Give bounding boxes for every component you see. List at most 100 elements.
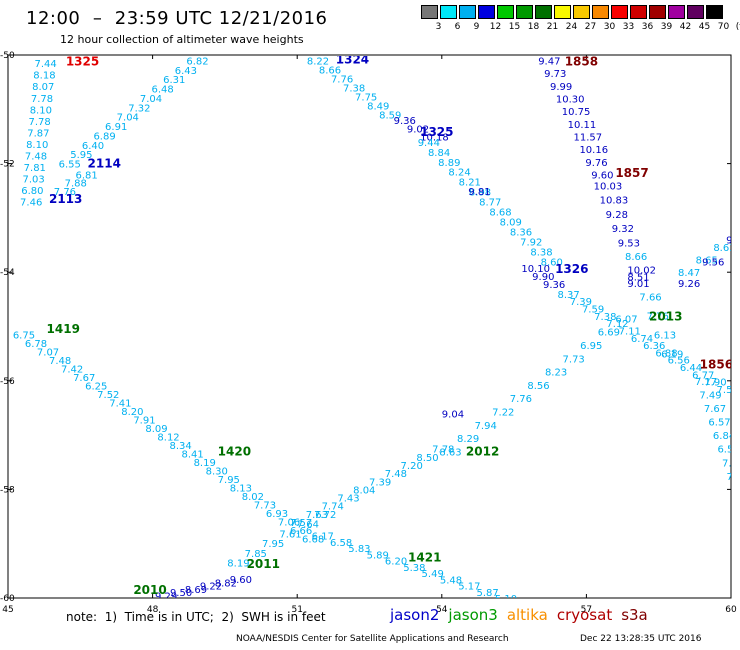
- legend-swatch: [706, 5, 723, 19]
- lon-label: 60: [725, 605, 737, 615]
- swh-value: 8.69: [185, 585, 207, 596]
- swh-value: 6.81: [75, 170, 97, 181]
- swh-value: 9.02: [407, 124, 429, 135]
- track-layer: 7.448.188.077.788.107.787.878.107.487.81…: [13, 56, 739, 602]
- swh-value: 7.76: [647, 312, 669, 323]
- legend-label: (ft): [735, 22, 740, 32]
- swh-value: 6.17: [312, 532, 334, 543]
- swh-value: 7.81: [24, 163, 46, 174]
- swh-value: 8.49: [367, 102, 389, 113]
- swh-value: 6.31: [163, 75, 185, 86]
- swh-value: 8.10: [26, 140, 48, 151]
- swh-value: 9.32: [612, 224, 634, 235]
- swh-value: 6.75: [13, 331, 35, 342]
- legend-swatch: [592, 5, 609, 19]
- swh-value: 5.17: [458, 582, 480, 593]
- swh-value: 9.47: [538, 56, 560, 67]
- pass-number-label: 2010: [133, 583, 166, 597]
- swh-value: 7.92: [520, 237, 542, 248]
- swh-value: 7.73: [563, 354, 585, 365]
- satellite-jason3: jason3: [448, 606, 498, 624]
- legend-label: 36: [641, 22, 654, 32]
- swh-value: 6.43: [175, 66, 197, 77]
- swh-value: 6.74: [631, 334, 653, 345]
- swh-value: 8.66: [319, 65, 341, 76]
- lon-label: 48: [147, 605, 159, 615]
- legend-label: 18: [527, 22, 540, 32]
- swh-value: 8.56: [527, 381, 549, 392]
- legend-label: 45: [698, 22, 711, 32]
- swh-value: 7.87: [27, 128, 49, 139]
- pass-number-label: 2011: [247, 557, 280, 571]
- swh-value: 7.48: [385, 469, 407, 480]
- swh-value: 10.02: [627, 265, 656, 276]
- legend-swatch: [630, 5, 647, 19]
- swh-value: 8.23: [545, 368, 567, 379]
- swh-value: 6.77: [692, 370, 714, 381]
- swh-value: 8.63: [713, 243, 735, 254]
- swh-value: 8.84: [428, 148, 450, 159]
- swh-value: 9.56: [702, 257, 724, 268]
- lon-label: 45: [2, 605, 13, 615]
- swh-value: 7.58: [717, 385, 739, 396]
- swh-value: 8.07: [32, 82, 54, 93]
- legend-label: 33: [622, 22, 635, 32]
- legend-label: 3: [435, 22, 442, 32]
- pass-number-label: 2013: [649, 310, 682, 324]
- swh-value: 6.78: [25, 339, 47, 350]
- note-text: note: 1) Time is in UTC; 2) SWH is in fe…: [66, 610, 326, 624]
- pass-number-label: 1421: [408, 550, 441, 564]
- swh-value: 9.26: [678, 279, 700, 290]
- swh-value: 6.48: [152, 85, 174, 96]
- legend-swatch: [516, 5, 533, 19]
- legend-swatch: [554, 5, 571, 19]
- swh-value: 9.60: [230, 575, 252, 586]
- swh-value: 8.22: [307, 56, 329, 67]
- generated-timestamp: Dec 22 13:28:35 UTC 2016: [580, 634, 702, 644]
- swh-value: 6.19: [661, 350, 683, 361]
- swh-value: 7.78: [31, 94, 53, 105]
- swh-value: 7.78: [432, 445, 454, 456]
- swh-value: 7.48: [49, 356, 71, 367]
- swh-value: 6.20: [385, 557, 407, 568]
- swh-value: 5.89: [367, 550, 389, 561]
- swh-value: 6.95: [580, 341, 602, 352]
- swh-value: 7.07: [37, 348, 59, 359]
- pass-number-label: 2114: [88, 157, 121, 171]
- swh-value: 8.68: [489, 208, 511, 219]
- lat-label: -56: [0, 377, 15, 387]
- swh-value: 8.12: [157, 432, 179, 443]
- swh-value: 6.58: [330, 538, 352, 549]
- swh-value: 7.67: [73, 373, 95, 384]
- swh-value: 8.60: [541, 257, 563, 268]
- swh-value: 7.22: [492, 407, 514, 418]
- swh-value: 9.29: [155, 591, 177, 602]
- swh-value: 7.67: [704, 404, 726, 415]
- swh-value: 8.02: [242, 492, 264, 503]
- legend-label: 27: [584, 22, 597, 32]
- legend-label: 15: [508, 22, 521, 32]
- pass-number-label: 2113: [49, 192, 82, 206]
- lat-label: -50: [0, 51, 15, 61]
- swh-value: 5.49: [422, 569, 444, 580]
- pass-number-label: 1325: [420, 125, 453, 139]
- swh-value: 10.16: [579, 145, 608, 156]
- swh-value: 8.38: [530, 247, 552, 258]
- swh-value: 7.94: [475, 421, 497, 432]
- swh-value: 7.48: [25, 151, 47, 162]
- swh-value: 6.25: [85, 382, 107, 393]
- legend-swatch: [611, 5, 628, 19]
- swh-value: 7.44: [35, 59, 57, 70]
- swh-value: 8.20: [121, 407, 143, 418]
- swh-value: 8.89: [438, 158, 460, 169]
- legend-swatch: [668, 5, 685, 19]
- swh-value: 9.01: [627, 279, 649, 290]
- lon-label: 51: [291, 605, 302, 615]
- swh-value: 6.82: [186, 56, 208, 67]
- swh-value: 7.03: [22, 175, 44, 186]
- swh-value: 7.46: [20, 198, 42, 209]
- pass-number-label: 1856: [700, 358, 733, 372]
- swh-value: 7.38: [343, 84, 365, 95]
- legend-swatch: [687, 5, 704, 19]
- legend-label: 21: [546, 22, 559, 32]
